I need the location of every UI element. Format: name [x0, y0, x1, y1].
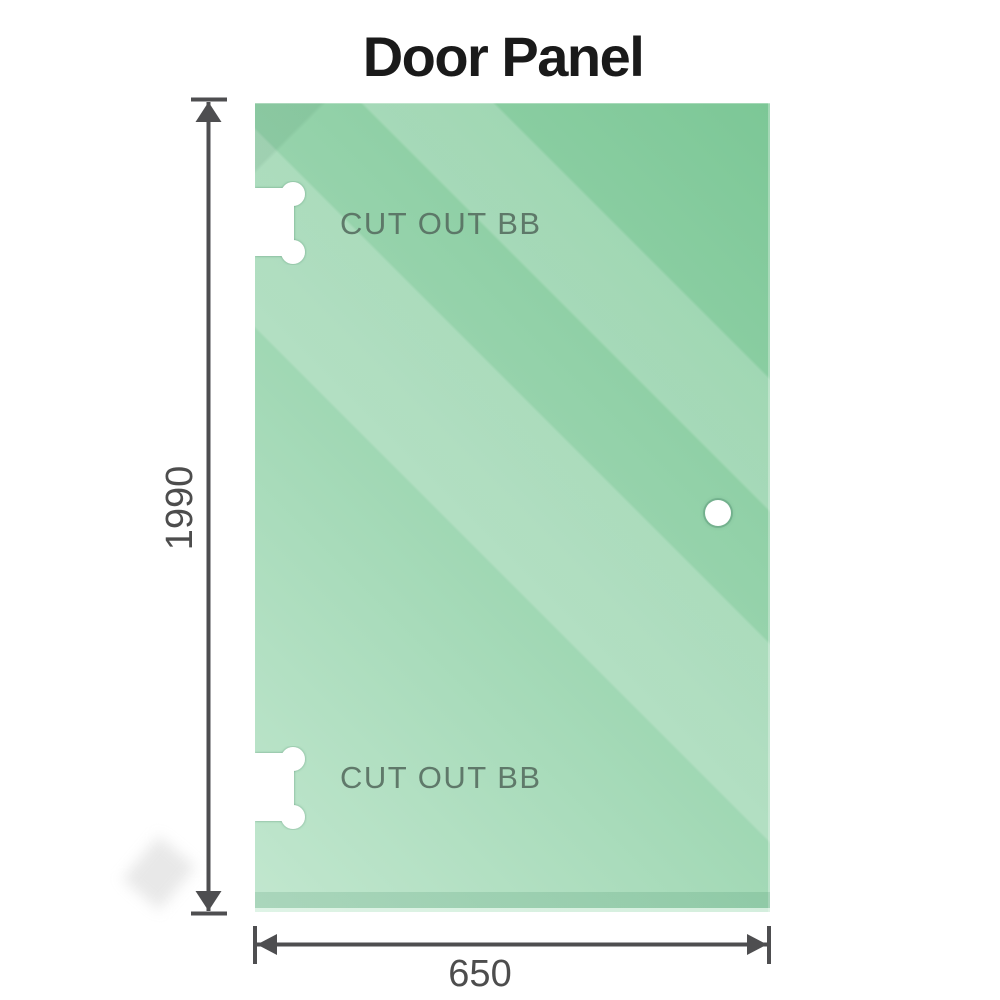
handle-hole — [705, 500, 731, 526]
arrow-up-icon — [195, 102, 222, 122]
hinge-cutout-top-lobe — [281, 747, 305, 771]
corner-smudge — [122, 836, 196, 910]
hinge-cutout-bottom-lobe — [281, 240, 305, 264]
arrow-down-icon — [195, 891, 222, 911]
cutout-label-bottom: CUT OUT BB — [340, 760, 542, 795]
page-title: Door Panel — [362, 25, 645, 88]
height-dimension-label: 1990 — [159, 465, 201, 551]
width-dimension-label: 650 — [448, 953, 512, 995]
hinge-cutout-body — [255, 188, 294, 256]
hinge-cutout-body — [255, 753, 294, 821]
glass-panel: CUT OUT BB CUT OUT BB — [255, 103, 770, 912]
hinge-cutout-top-icon — [255, 182, 305, 264]
hinge-cutout-top-lobe — [281, 182, 305, 206]
hinge-cutout-bottom-icon — [255, 747, 305, 829]
hinge-cutout-bottom-lobe — [281, 805, 305, 829]
cutout-label-top: CUT OUT BB — [340, 206, 542, 241]
height-dimension-line — [191, 97, 227, 916]
arrow-left-icon — [257, 934, 277, 955]
arrow-right-icon — [747, 934, 767, 955]
width-dimension-line — [253, 926, 771, 964]
